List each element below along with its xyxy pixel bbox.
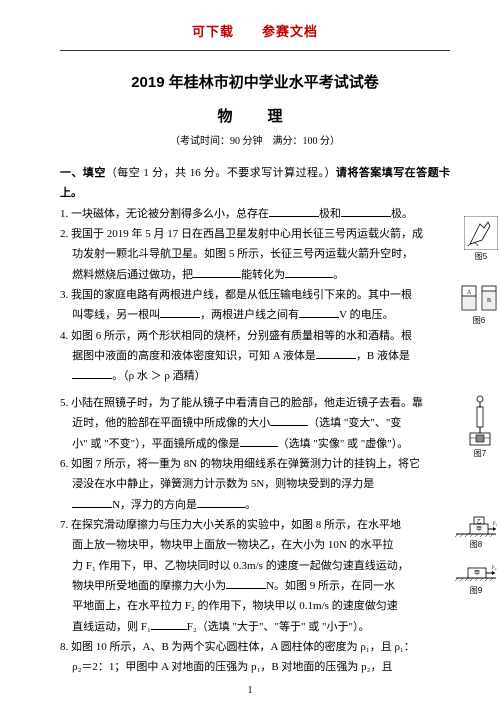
q4l2: 据图中液面的高度和液体密度知识，可知 A 液体是 ，B 液体是: [60, 346, 450, 366]
blocks-icon: 甲 乙 F₁: [454, 510, 498, 538]
blank: [240, 436, 278, 447]
sec-hd-b: （每空 1 分，共 16 分。不要求写计算过程。）: [106, 167, 336, 179]
figure-7: 图7: [466, 395, 494, 462]
beakers-icon: A B: [460, 280, 498, 314]
section-heading: 一、填空（每空 1 分，共 16 分。不要求写计算过程。）请将答案填写在答题卡上…: [60, 163, 450, 204]
q7g: 直线运动，则 F₁: [72, 621, 151, 633]
svg-text:甲: 甲: [476, 526, 482, 533]
q2l2: 功发射一颗北斗导航卫星。如图 5 所示，长征三号丙运载火箭升空时，: [60, 244, 450, 264]
q1c: 极。: [391, 208, 413, 220]
blank: [160, 308, 200, 319]
blank: [341, 206, 391, 217]
fig7-label: 图7: [466, 447, 494, 462]
exam-info: （考试时间：90 分钟 满分：100 分）: [60, 133, 450, 152]
blank: [299, 308, 339, 319]
q6c: N，浮力的方向是: [112, 499, 197, 511]
q5b: 近时，他的脸部在平面镜中所成像的大小: [72, 417, 270, 429]
q2c: 燃料燃烧后通过做功，把: [72, 269, 193, 281]
blank: [193, 267, 241, 278]
q5c: （选填 "变大"、"变: [308, 417, 401, 429]
fig5-label: 图5: [464, 250, 498, 265]
q2l3: 燃料燃烧后通过做功，把 能转化为 。: [60, 265, 450, 285]
subject: 物 理: [60, 103, 450, 131]
q5e: （选填 "实像" 或 "虚像"）。: [278, 438, 409, 450]
blank: [72, 497, 112, 508]
figure-8: 甲 乙 F₁ 图8: [454, 510, 498, 553]
paper-title: 2019 年桂林市初中学业水平考试试卷: [60, 69, 450, 97]
q4c: ，B 液体是: [356, 350, 410, 362]
q7l3: 力 F₁ 作用下，甲、乙物块同时以 0.3m/s 的速度一起做匀速直线运动，: [60, 556, 450, 576]
svg-text:甲: 甲: [474, 570, 480, 577]
sec-hd-a: 一、填空: [60, 167, 106, 179]
q5l1: 5. 小陆在照镜子时，为了能从镜子中看清自己的脸部，他走近镜子去看。靠: [60, 393, 450, 413]
figure-9: 甲 F₂ 图9: [454, 558, 498, 599]
blank: [197, 497, 245, 508]
blank: [269, 206, 319, 217]
q4d: 。（ρ 水 ＞ ρ 酒精）: [112, 370, 205, 382]
svg-text:乙: 乙: [476, 518, 481, 525]
q2d: 能转化为: [241, 269, 285, 281]
blank: [226, 578, 266, 589]
hdr-left: 可下载: [192, 24, 234, 39]
q3d: V 的电压。: [339, 309, 394, 321]
page: 可下载 参赛文档 2019 年桂林市初中学业水平考试试卷 物 理 （考试时间：90…: [0, 0, 500, 706]
q3c: ，两根进户线之间有: [200, 309, 299, 321]
q6l3: N，浮力的方向是 。: [60, 495, 450, 515]
figure-6: A B 图6: [460, 280, 498, 329]
svg-text:F₁: F₁: [493, 522, 498, 527]
q6l2: 浸没在水中静止，弹簧测力计示数为 5N，则物块受到的浮力是: [60, 474, 450, 494]
blank: [316, 348, 356, 359]
svg-text:A: A: [467, 290, 472, 296]
blank: [151, 619, 187, 630]
q6d: 。: [245, 499, 256, 511]
fig9-label: 图9: [454, 584, 498, 599]
svg-text:F₂: F₂: [492, 566, 497, 571]
rocket-icon: [464, 216, 498, 250]
blank: [72, 369, 112, 380]
spring-scale-icon: [466, 395, 494, 447]
q6l1: 6. 如图 7 所示，将一重为 8N 的物块用细线系在弹簧测力计的挂钩上，将它: [60, 454, 450, 474]
q2l1: 2. 我国于 2019 年 5 月 17 日在西昌卫星发射中心用长征三号丙运载火…: [60, 224, 450, 244]
q7d: 物块甲所受地面的摩擦力大小为: [72, 580, 226, 592]
q8l1: 8. 如图 10 所示，A、B 为两个实心圆柱体，A 圆柱体的密度为 ρ₁，且 …: [60, 637, 450, 657]
fig6-label: 图6: [460, 314, 498, 329]
hdr-right: 参赛文档: [262, 24, 318, 39]
block-icon: 甲 F₂: [454, 558, 498, 584]
watermark-header: 可下载 参赛文档: [60, 20, 450, 44]
q1b: 极和: [319, 208, 341, 220]
q5l3: 小" 或 "不变"），平面镜所成的像是 （选填 "实像" 或 "虚像"）。: [60, 434, 450, 454]
q3l1: 3. 我国的家庭电路有两根进户线，都是从低压输电线引下来的。其中一根: [60, 285, 450, 305]
q3l2: 叫零线，另一根叫 ，两根进户线之间有 V 的电压。: [60, 305, 450, 325]
q4l3: 。（ρ 水 ＞ ρ 酒精）: [60, 366, 450, 386]
svg-text:B: B: [487, 298, 491, 304]
q1: 1. 一块磁体，无论被分割得多么小，总存在 极和 极。: [60, 204, 450, 224]
q4l1: 4. 如图 6 所示，两个形状相同的烧杯，分别盛有质量相等的水和酒精。根: [60, 326, 450, 346]
q3b: 叫零线，另一根叫: [72, 309, 160, 321]
q5l2: 近时，他的脸部在平面镜中所成像的大小 （选填 "变大"、"变: [60, 413, 450, 433]
q7l1: 7. 在探究滑动摩擦力与压力大小关系的实验中，如图 8 所示，在水平地: [60, 515, 450, 535]
q1a: 1. 一块磁体，无论被分割得多么小，总存在: [60, 208, 269, 220]
q2e: 。: [333, 269, 344, 281]
figure-5: 图5: [464, 216, 498, 265]
blank: [285, 267, 333, 278]
blank: [270, 415, 308, 426]
page-number: 1: [0, 682, 500, 701]
q7h: F₂（选填 "大于"、"等于" 或 "小于"）。: [187, 621, 370, 633]
q7l5: 平地面上，在水平拉力 F₂ 的作用下，物块甲以 0.1m/s 的速度做匀速: [60, 596, 450, 616]
q7l4: 物块甲所受地面的摩擦力大小为 N。如图 9 所示，在同一水: [60, 576, 450, 596]
fig8-label: 图8: [454, 538, 498, 553]
q7e: N。如图 9 所示，在同一水: [266, 580, 395, 592]
q4b: 据图中液面的高度和液体密度知识，可知 A 液体是: [72, 350, 316, 362]
q5d: 小" 或 "不变"），平面镜所成的像是: [72, 438, 239, 450]
q7l6: 直线运动，则 F₁ F₂（选填 "大于"、"等于" 或 "小于"）。: [60, 617, 450, 637]
divider: [60, 50, 450, 51]
q7l2: 面上放一物块甲，物块甲上面放一物块乙，在大小为 10N 的水平拉: [60, 535, 450, 555]
q8l2: ρ₂＝2：1；甲图中 A 对地面的压强为 p₁，B 对地面的压强为 p₂，且: [60, 657, 450, 677]
